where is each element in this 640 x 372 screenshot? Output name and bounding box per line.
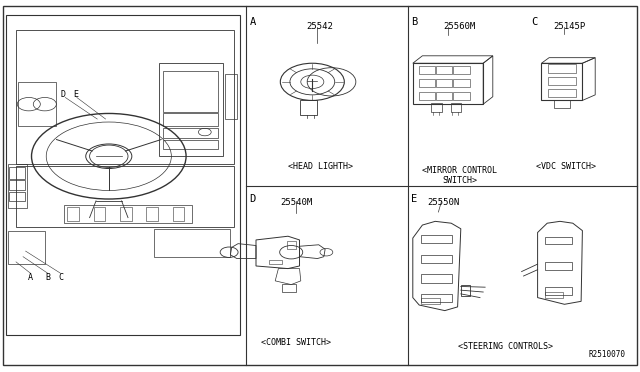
Bar — [225, 74, 237, 119]
Bar — [64, 205, 192, 223]
Bar — [419, 66, 435, 74]
Text: C: C — [531, 17, 538, 27]
Bar — [419, 92, 435, 100]
Bar — [421, 294, 452, 302]
Bar — [431, 103, 442, 112]
Bar — [548, 64, 576, 73]
Bar — [545, 262, 572, 269]
Text: 25540M: 25540M — [280, 198, 312, 207]
Bar — [8, 164, 27, 208]
Text: <HEAD LIGHTH>: <HEAD LIGHTH> — [287, 162, 353, 171]
Bar — [282, 284, 296, 292]
Bar — [173, 207, 184, 221]
Text: <COMBI SWITCH>: <COMBI SWITCH> — [261, 338, 332, 347]
Bar — [287, 241, 296, 249]
Text: E: E — [411, 194, 417, 204]
Text: 25550N: 25550N — [428, 198, 460, 207]
Bar — [120, 207, 132, 221]
Text: D: D — [250, 194, 256, 204]
Text: <VDC SWITCH>: <VDC SWITCH> — [536, 162, 596, 171]
Text: B: B — [411, 17, 417, 27]
Bar — [159, 63, 223, 156]
Text: D: D — [61, 90, 66, 99]
Bar — [419, 79, 435, 87]
Bar — [545, 237, 572, 244]
Bar — [93, 207, 105, 221]
Bar — [163, 128, 218, 138]
Text: B: B — [45, 273, 51, 282]
Text: E: E — [74, 90, 79, 99]
Bar — [18, 82, 56, 126]
Bar — [16, 30, 234, 164]
Bar — [421, 235, 452, 243]
Bar — [421, 275, 452, 283]
Bar — [8, 231, 45, 264]
Text: 25560M: 25560M — [444, 22, 476, 31]
Bar — [453, 66, 470, 74]
Bar — [548, 77, 576, 85]
Bar — [461, 285, 470, 296]
Bar — [300, 100, 317, 115]
Text: <STEERING CONTROLS>: <STEERING CONTROLS> — [458, 342, 553, 351]
Text: C: C — [58, 273, 63, 282]
Bar — [548, 89, 576, 97]
Bar — [541, 63, 582, 100]
Bar — [67, 207, 79, 221]
Bar — [163, 113, 218, 126]
Bar — [453, 79, 470, 87]
Bar — [545, 287, 572, 295]
Text: R2510070: R2510070 — [589, 350, 626, 359]
Bar — [453, 92, 470, 100]
Bar — [9, 167, 25, 179]
Bar — [9, 180, 25, 190]
Bar — [413, 63, 483, 104]
Bar — [163, 140, 218, 149]
Bar — [436, 92, 452, 100]
Bar — [147, 207, 158, 221]
Text: 25542: 25542 — [307, 22, 333, 31]
Bar — [421, 298, 440, 304]
Bar — [545, 292, 563, 298]
Bar — [163, 71, 218, 112]
Bar — [451, 103, 461, 112]
Bar — [154, 229, 230, 257]
Text: A: A — [250, 17, 256, 27]
Text: A: A — [28, 273, 33, 282]
Bar — [436, 79, 452, 87]
Text: 25145P: 25145P — [554, 22, 586, 31]
Bar — [269, 260, 282, 264]
Bar — [554, 100, 570, 108]
Bar — [436, 66, 452, 74]
Bar — [16, 166, 234, 227]
Bar — [421, 254, 452, 263]
Text: <MIRROR CONTROL
SWITCH>: <MIRROR CONTROL SWITCH> — [422, 166, 497, 185]
Bar — [9, 192, 25, 201]
